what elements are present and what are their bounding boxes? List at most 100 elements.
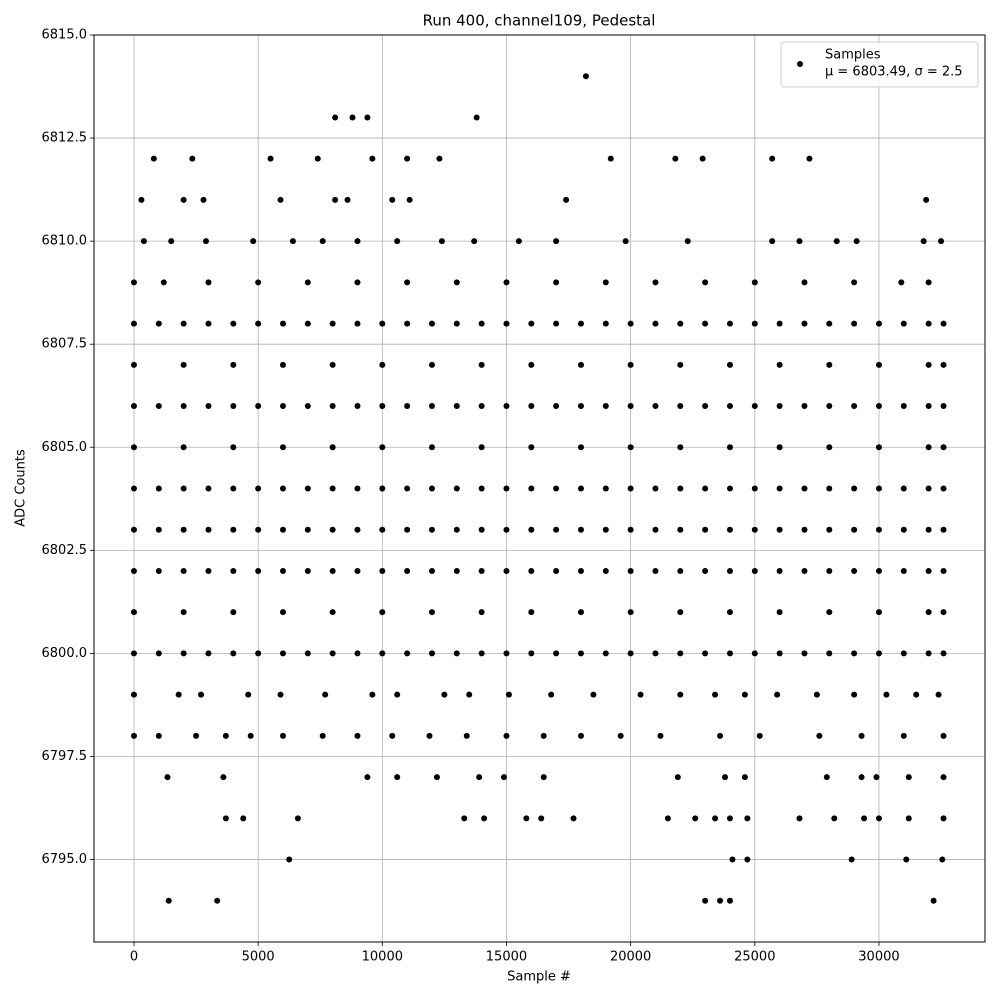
data-point [528, 320, 535, 327]
data-point [769, 238, 776, 245]
data-point [940, 526, 947, 533]
data-point [471, 238, 478, 245]
data-point [230, 485, 237, 492]
data-point [801, 320, 808, 327]
y-tick-label: 6797.5 [42, 749, 88, 764]
x-tick-label: 0 [130, 950, 138, 965]
data-point [500, 774, 507, 781]
data-point [940, 815, 947, 822]
data-point [875, 815, 882, 822]
data-point [938, 238, 945, 245]
data-point [255, 526, 262, 533]
data-point [826, 526, 833, 533]
data-point [851, 691, 858, 698]
legend: Samples μ = 6803.49, σ = 2.5 [780, 41, 979, 88]
data-point [279, 609, 286, 616]
data-point [905, 815, 912, 822]
data-point [602, 403, 609, 410]
data-point [577, 526, 584, 533]
data-point [900, 485, 907, 492]
data-point [379, 609, 386, 616]
data-point [230, 361, 237, 368]
data-point [130, 403, 137, 410]
data-point [553, 279, 560, 286]
data-point [875, 361, 882, 368]
data-point [130, 650, 137, 657]
x-tick-label: 10000 [362, 950, 403, 965]
plot-frame [93, 34, 986, 943]
data-point [478, 485, 485, 492]
data-point [279, 650, 286, 657]
data-point [726, 485, 733, 492]
data-point [726, 320, 733, 327]
data-point [875, 403, 882, 410]
data-point [627, 361, 634, 368]
data-point [255, 485, 262, 492]
data-point [164, 774, 171, 781]
data-point [528, 403, 535, 410]
data-point [304, 485, 311, 492]
data-point [478, 650, 485, 657]
data-point [130, 485, 137, 492]
data-point [940, 444, 947, 451]
data-point [304, 567, 311, 574]
data-point [155, 403, 162, 410]
data-point [923, 196, 930, 203]
data-point [364, 114, 371, 121]
data-point [180, 650, 187, 657]
chart-title: Run 400, channel109, Pedestal [423, 12, 656, 30]
data-point [205, 320, 212, 327]
data-point [379, 526, 386, 533]
data-point [130, 691, 137, 698]
data-point [751, 526, 758, 533]
data-point [925, 279, 932, 286]
data-point [677, 361, 684, 368]
data-point [851, 279, 858, 286]
data-point [553, 403, 560, 410]
data-point [577, 650, 584, 657]
data-point [428, 485, 435, 492]
data-point [712, 815, 719, 822]
data-point [622, 238, 629, 245]
data-point [652, 526, 659, 533]
data-point [476, 774, 483, 781]
data-point [900, 650, 907, 657]
y-tick-label: 6812.5 [42, 131, 88, 146]
data-point [436, 155, 443, 162]
data-point [369, 155, 376, 162]
data-point [935, 691, 942, 698]
data-point [406, 196, 413, 203]
data-point [875, 650, 882, 657]
data-point [304, 526, 311, 533]
data-point [940, 403, 947, 410]
data-point [354, 403, 361, 410]
data-point [379, 650, 386, 657]
data-point [940, 732, 947, 739]
data-point [913, 691, 920, 698]
data-point [205, 650, 212, 657]
data-point [528, 444, 535, 451]
data-point [528, 485, 535, 492]
data-point [150, 155, 157, 162]
data-point [776, 485, 783, 492]
data-point [438, 238, 445, 245]
data-point [193, 732, 200, 739]
data-point [726, 403, 733, 410]
data-point [577, 320, 584, 327]
data-point [503, 279, 510, 286]
data-point [404, 279, 411, 286]
data-point [900, 567, 907, 574]
data-point [344, 196, 351, 203]
data-point [826, 361, 833, 368]
data-point [329, 320, 336, 327]
data-point [796, 815, 803, 822]
data-point [726, 526, 733, 533]
data-point [332, 114, 339, 121]
data-point [428, 567, 435, 574]
data-point [428, 609, 435, 616]
data-point [652, 403, 659, 410]
points-layer [130, 73, 947, 904]
data-point [528, 361, 535, 368]
data-point [473, 114, 480, 121]
